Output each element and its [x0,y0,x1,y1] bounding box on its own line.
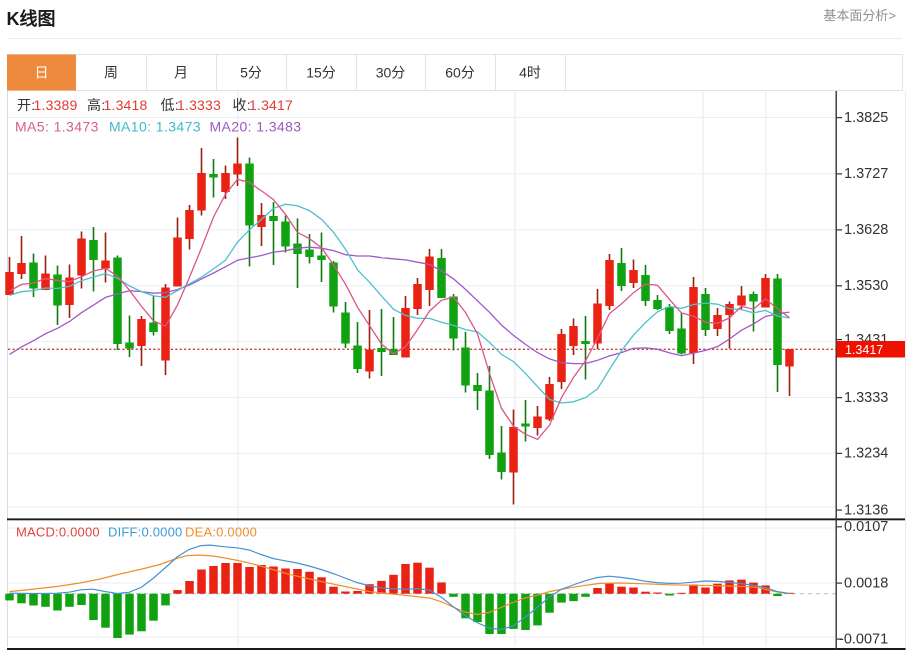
svg-text:周: 周 [104,65,118,81]
svg-text:30分: 30分 [376,65,406,81]
svg-text:1.3727: 1.3727 [844,166,888,182]
svg-text:0.0018: 0.0018 [844,575,888,591]
svg-text:0.0107: 0.0107 [844,519,888,535]
svg-text:1.3417: 1.3417 [845,343,883,357]
svg-text:1.3825: 1.3825 [844,110,888,126]
svg-text:-0.0071: -0.0071 [839,631,888,647]
svg-text:5分: 5分 [240,65,262,81]
svg-text:1.3628: 1.3628 [844,222,888,238]
svg-text:1.3333: 1.3333 [844,390,888,406]
svg-text:1.3530: 1.3530 [844,278,888,294]
svg-text:15分: 15分 [306,65,336,81]
svg-text:60分: 60分 [445,65,475,81]
svg-text:月: 月 [174,65,188,81]
svg-text:4时: 4时 [519,65,541,81]
svg-text:1.3234: 1.3234 [844,446,888,462]
svg-text:1.3136: 1.3136 [844,502,888,518]
svg-text:日: 日 [35,65,49,81]
svg-text:基本面分析>: 基本面分析> [823,8,896,23]
svg-text:K线图: K线图 [7,8,56,29]
